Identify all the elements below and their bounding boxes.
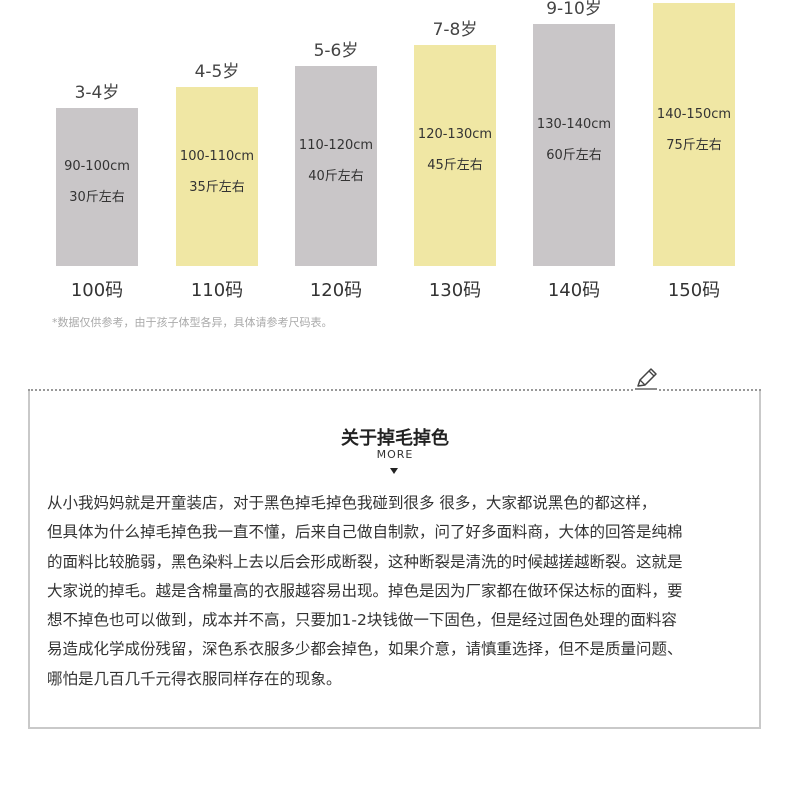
size-label-140: 140码	[547, 280, 601, 301]
height-range: 110-120cm	[298, 138, 374, 153]
size-label-130: 130码	[428, 280, 482, 301]
size-bar-120: 5-6岁 110-120cm 40斤左右	[295, 41, 377, 266]
article-title: 关于掉毛掉色	[341, 428, 449, 449]
size-label-110: 110码	[190, 280, 244, 301]
weight-range: 75斤左右	[666, 138, 722, 153]
article-box	[28, 391, 761, 729]
height-range: 90-100cm	[64, 159, 130, 174]
size-label-150: 150码	[667, 280, 721, 301]
down-arrow-icon	[390, 468, 398, 474]
age-label: 5-6岁	[313, 41, 359, 61]
weight-range: 30斤左右	[69, 190, 125, 205]
size-bar-140: 9-10岁 130-140cm 60斤左右	[533, 0, 615, 266]
weight-range: 40斤左右	[308, 169, 364, 184]
height-range: 120-130cm	[417, 127, 493, 142]
size-bar-130: 7-8岁 120-130cm 45斤左右	[414, 20, 496, 266]
article-body: 从小我妈妈就是开童装店，对于黑色掉毛掉色我碰到很多 很多，大家都说黑色的都这样，…	[47, 489, 747, 694]
article-line: 大家说的掉毛。越是含棉量高的衣服越容易出现。掉色是因为厂家都在做环保达标的面料，…	[47, 581, 683, 600]
article-line: 但具体为什么掉毛掉色我一直不懂，后来自己做自制款，问了好多面料商，大体的回答是纯…	[47, 523, 683, 542]
size-bar-150: 140-150cm 75斤左右	[653, 3, 735, 266]
pencil-icon	[633, 366, 659, 392]
size-bar-100: 3-4岁 90-100cm 30斤左右	[56, 83, 138, 266]
disclaimer-note: *数据仅供参考，由于孩子体型各异，具体请参考尺码表。	[52, 316, 333, 329]
dotted-top-border	[28, 389, 761, 391]
age-label: 4-5岁	[194, 62, 240, 82]
more-link[interactable]: MORE	[376, 448, 414, 461]
size-label-100: 100码	[70, 280, 124, 301]
article-line: 哪怕是几百几千元得衣服同样存在的现象。	[47, 669, 342, 688]
age-label: 9-10岁	[546, 0, 602, 19]
height-range: 100-110cm	[179, 149, 255, 164]
weight-range: 60斤左右	[546, 148, 602, 163]
age-label: 3-4岁	[74, 83, 120, 103]
weight-range: 45斤左右	[427, 158, 483, 173]
height-range: 130-140cm	[536, 117, 612, 132]
size-label-120: 120码	[309, 280, 363, 301]
weight-range: 35斤左右	[189, 180, 245, 195]
height-range: 140-150cm	[656, 107, 732, 122]
article-line: 的面料比较脆弱，黑色染料上去以后会形成断裂，这种断裂是清洗的时候越搓越断裂。这就…	[47, 552, 683, 571]
size-bar-110: 4-5岁 100-110cm 35斤左右	[176, 62, 258, 266]
article-line: 从小我妈妈就是开童装店，对于黑色掉毛掉色我碰到很多 很多，大家都说黑色的都这样，	[47, 494, 657, 512]
article-line: 想不掉色也可以做到，成本并不高，只要加1-2块钱做一下固色，但是经过固色处理的面…	[47, 611, 677, 630]
age-label: 7-8岁	[432, 20, 478, 40]
article-line: 易造成化学成份残留，深色系衣服多少都会掉色，如果介意，请慎重选择，但不是质量问题…	[47, 640, 683, 659]
